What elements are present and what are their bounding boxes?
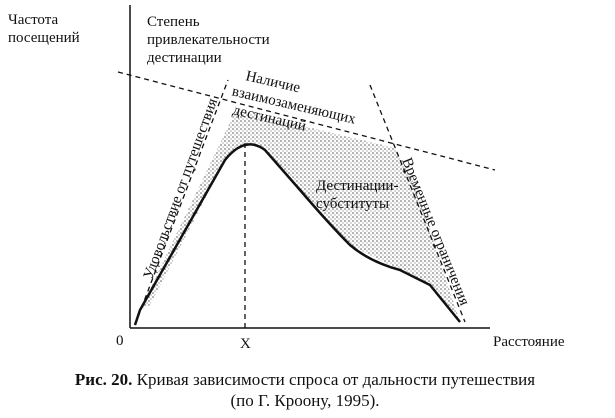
time-limit-line <box>369 84 466 323</box>
substitute-area-label: субституты <box>316 196 389 212</box>
caption-number: Рис. 20. <box>75 370 132 389</box>
attractiveness-line <box>117 71 496 171</box>
attractiveness-label: привлекательности <box>147 32 270 48</box>
caption-line: Рис. 20. Кривая зависимости спроса от да… <box>75 370 535 389</box>
pleasure-line <box>134 79 229 326</box>
caption-text: Кривая зависимости спроса от дальности п… <box>137 370 536 389</box>
attractiveness-label: дестинации <box>147 50 222 66</box>
x-mark-label: X <box>240 336 251 352</box>
x-axis-label: Расстояние <box>493 334 565 350</box>
origin-label: 0 <box>116 333 124 349</box>
substitutes-area <box>140 110 460 322</box>
y-axis-label: посещений <box>8 30 80 46</box>
caption-text: (по Г. Кроону, 1995). <box>230 391 379 410</box>
attractiveness-label: Степень <box>147 14 200 30</box>
demand-curve <box>133 143 461 326</box>
substitute-area-label: Дестинации- <box>316 178 398 194</box>
y-axis-label: Частота <box>8 12 58 28</box>
